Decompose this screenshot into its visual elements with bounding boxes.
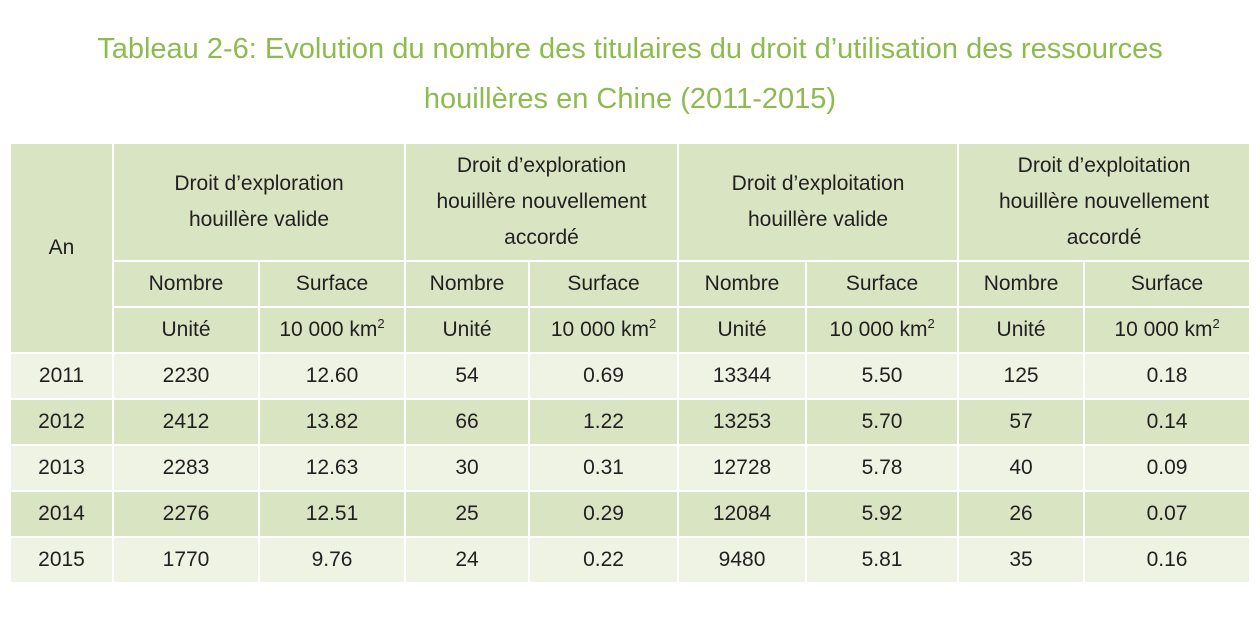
data-table: An Droit d’exploration houillère valide … (11, 144, 1250, 584)
table-cell: 0.29 (529, 491, 680, 538)
group-header-line: houillère nouvellement (998, 190, 1210, 213)
table-row: 2014 2276 12.51 25 0.29 12084 5.92 26 0.… (11, 491, 1250, 538)
group-header-line: houillère nouvellement (436, 190, 647, 213)
table-cell: 40 (958, 445, 1086, 492)
sub-header-area: Surface (806, 261, 960, 308)
table-cell: 13344 (678, 353, 808, 400)
sub-header-area: Surface (1084, 261, 1250, 308)
unit-area: 10 000 km2 (529, 307, 680, 354)
year-cell: 2012 (11, 399, 114, 446)
year-cell: 2013 (11, 445, 114, 492)
table-cell: 0.18 (1084, 353, 1250, 400)
table-cell: 5.50 (806, 353, 960, 400)
table-cell: 12728 (678, 445, 808, 492)
table-cell: 1770 (113, 537, 260, 584)
unit-area: 10 000 km2 (259, 307, 407, 354)
unit-area-text: 10 000 km (829, 318, 928, 341)
sub-header-count: Nombre (958, 261, 1086, 308)
table-cell: 12.51 (259, 491, 407, 538)
table-cell: 5.78 (806, 445, 960, 492)
unit-count: Unité (113, 307, 260, 354)
unit-area-exponent: 2 (1212, 316, 1220, 331)
unit-count: Unité (678, 307, 808, 354)
table-cell: 66 (405, 399, 531, 446)
table-row: 2015 1770 9.76 24 0.22 9480 5.81 35 0.16 (11, 537, 1250, 584)
unit-area-exponent: 2 (377, 316, 385, 331)
table-cell: 0.14 (1084, 399, 1250, 446)
table-cell: 9.76 (259, 537, 407, 584)
sub-header-area: Surface (529, 261, 680, 308)
group-header-line: Droit d’exploration (456, 154, 627, 177)
table-cell: 0.09 (1084, 445, 1250, 492)
group-header-line: accordé (1066, 226, 1142, 249)
group-header-line: Droit d’exploitation (1017, 154, 1191, 177)
table-cell: 0.31 (529, 445, 680, 492)
table-cell: 0.22 (529, 537, 680, 584)
year-cell: 2014 (11, 491, 114, 538)
table-cell: 2283 (113, 445, 260, 492)
unit-count: Unité (405, 307, 531, 354)
unit-area-text: 10 000 km (279, 318, 378, 341)
table-cell: 30 (405, 445, 531, 492)
table-cell: 12.63 (259, 445, 407, 492)
table-cell: 1.22 (529, 399, 680, 446)
table-row: 2013 2283 12.63 30 0.31 12728 5.78 40 0.… (11, 445, 1250, 492)
group-header-line: accordé (504, 226, 579, 249)
table-cell: 26 (958, 491, 1086, 538)
year-column-header: An (11, 144, 114, 354)
table-cell: 125 (958, 353, 1086, 400)
caption-line-2: houillères en Chine (2011-2015) (423, 83, 837, 115)
unit-area-text: 10 000 km (550, 318, 649, 341)
unit-area: 10 000 km2 (1084, 307, 1250, 354)
table-cell: 2230 (113, 353, 260, 400)
unit-area-exponent: 2 (648, 316, 657, 331)
table-cell: 35 (958, 537, 1086, 584)
group-header-line: houillère valide (188, 208, 330, 231)
table-cell: 12.60 (259, 353, 407, 400)
unit-count: Unité (958, 307, 1086, 354)
unit-area-exponent: 2 (927, 316, 935, 331)
group-header-new-exploration: Droit d’exploration houillère nouvelleme… (405, 144, 680, 262)
table-row: 2012 2412 13.82 66 1.22 13253 5.70 57 0.… (11, 399, 1250, 446)
sub-header-count: Nombre (113, 261, 260, 308)
table-cell: 54 (405, 353, 531, 400)
table-cell: 0.16 (1084, 537, 1250, 584)
sub-header-area: Surface (259, 261, 407, 308)
sub-header-count: Nombre (405, 261, 531, 308)
table-cell: 0.69 (529, 353, 680, 400)
unit-area: 10 000 km2 (806, 307, 960, 354)
table-cell: 0.07 (1084, 491, 1250, 538)
table-cell: 5.92 (806, 491, 960, 538)
table-cell: 2412 (113, 399, 260, 446)
table-cell: 25 (405, 491, 531, 538)
table-cell: 5.70 (806, 399, 960, 446)
table-cell: 5.81 (806, 537, 960, 584)
group-header-line: Droit d’exploitation (731, 172, 905, 195)
year-cell: 2015 (11, 537, 114, 584)
group-header-valid-exploitation: Droit d’exploitation houillère valide (678, 144, 960, 262)
table-cell: 57 (958, 399, 1086, 446)
table-cell: 24 (405, 537, 531, 584)
group-header-valid-exploration: Droit d’exploration houillère valide (113, 144, 407, 262)
table-cell: 12084 (678, 491, 808, 538)
year-cell: 2011 (11, 353, 114, 400)
table-cell: 13253 (678, 399, 808, 446)
group-header-line: houillère valide (747, 208, 889, 231)
unit-area-text: 10 000 km (1114, 318, 1213, 341)
group-header-line: Droit d’exploration (174, 172, 344, 195)
caption-line-1: Tableau 2-6: Evolution du nombre des tit… (97, 33, 1163, 65)
sub-header-count: Nombre (678, 261, 808, 308)
table-caption: Tableau 2-6: Evolution du nombre des tit… (0, 24, 1260, 124)
table-row: 2011 2230 12.60 54 0.69 13344 5.50 125 0… (11, 353, 1250, 400)
table-cell: 9480 (678, 537, 808, 584)
table-cell: 2276 (113, 491, 260, 538)
table-cell: 13.82 (259, 399, 407, 446)
group-header-new-exploitation: Droit d’exploitation houillère nouvellem… (958, 144, 1250, 262)
